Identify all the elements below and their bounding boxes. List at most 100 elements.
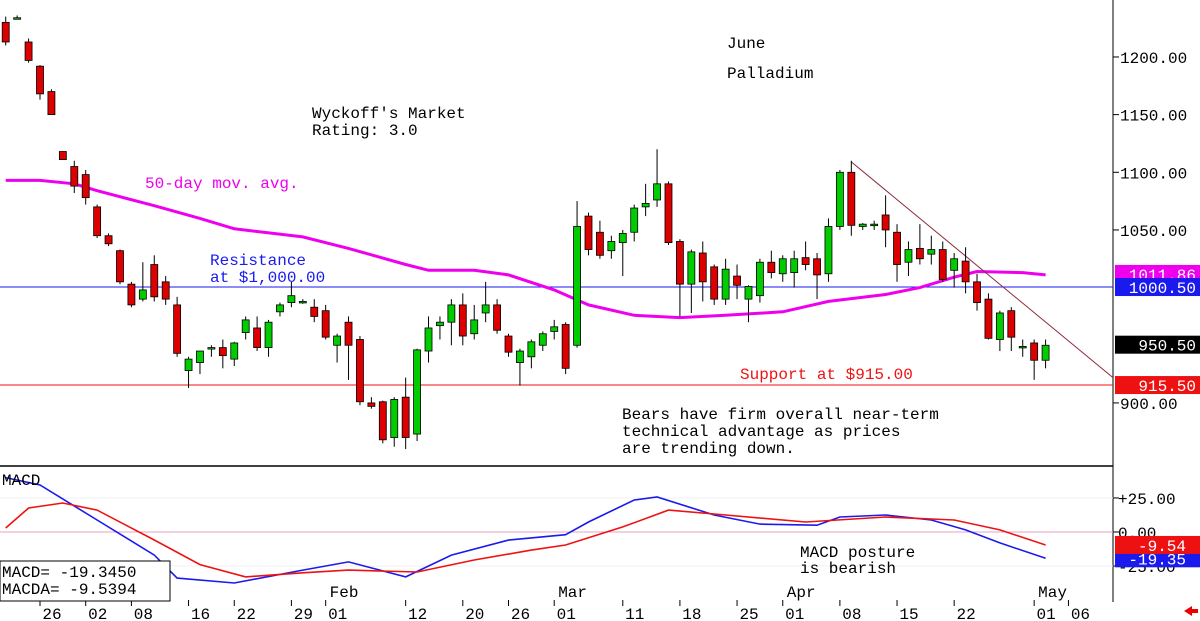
candle-body bbox=[104, 235, 113, 245]
candle-body bbox=[767, 261, 776, 274]
candle-body bbox=[961, 260, 970, 283]
candle-body bbox=[116, 250, 124, 283]
y-tick-label: 1050.00 bbox=[1120, 223, 1187, 241]
price-label-box bbox=[1115, 278, 1200, 297]
candle-body bbox=[184, 358, 193, 372]
candle-body bbox=[333, 335, 341, 346]
candle-body bbox=[1007, 310, 1016, 338]
x-tick-label: 06 bbox=[1071, 606, 1090, 621]
candle-body bbox=[881, 214, 890, 231]
candle-body bbox=[584, 215, 593, 250]
annotation: MACD posture bbox=[800, 544, 915, 562]
x-tick-label: 01 bbox=[328, 606, 347, 621]
annotation: is bearish bbox=[800, 560, 896, 578]
y-tick-label: 1200.00 bbox=[1120, 50, 1187, 68]
annotation: at $1,000.00 bbox=[210, 269, 325, 287]
candle-body bbox=[287, 295, 296, 303]
candle-body bbox=[161, 281, 170, 300]
y-tick-label: 900.00 bbox=[1120, 396, 1178, 414]
candle-body bbox=[516, 350, 524, 363]
candle-body bbox=[630, 207, 639, 233]
candle-body bbox=[995, 312, 1004, 340]
candle-body bbox=[436, 321, 444, 327]
candle-body bbox=[641, 203, 650, 208]
x-tick-label: 11 bbox=[625, 606, 644, 621]
month-label: Apr bbox=[787, 584, 816, 602]
candle-body bbox=[904, 249, 913, 263]
candle-body bbox=[1, 21, 10, 43]
candle-body bbox=[310, 306, 319, 317]
x-tick-label: 08 bbox=[842, 606, 861, 621]
candle-body bbox=[915, 247, 924, 260]
macd-line bbox=[5, 502, 1046, 578]
candle-body bbox=[298, 301, 307, 304]
candle-body bbox=[561, 324, 570, 369]
annotation: Resistance bbox=[210, 252, 306, 270]
price-label: 950.50 bbox=[1138, 338, 1196, 356]
candle-body bbox=[344, 321, 353, 346]
candle-body bbox=[710, 266, 719, 300]
candle-body bbox=[13, 17, 22, 20]
candle-body bbox=[618, 233, 627, 244]
x-tick-label: 25 bbox=[739, 606, 758, 621]
candle-body bbox=[938, 249, 947, 280]
candle-body bbox=[253, 327, 262, 348]
candle-body bbox=[527, 341, 536, 358]
candle-body bbox=[950, 258, 959, 271]
candle-body bbox=[276, 304, 284, 313]
x-tick-label: 22 bbox=[237, 606, 256, 621]
y-tick-label: +25.00 bbox=[1118, 491, 1176, 509]
candle-body bbox=[1030, 342, 1039, 361]
candle-body bbox=[687, 251, 696, 285]
x-tick-label: 20 bbox=[465, 606, 484, 621]
candle-body bbox=[733, 275, 741, 286]
candle-body bbox=[493, 304, 501, 331]
annotation: 50-day mov. avg. bbox=[145, 175, 299, 193]
candle-body bbox=[81, 174, 90, 199]
candle-body bbox=[173, 304, 182, 354]
value-label-box bbox=[1115, 535, 1200, 554]
candle-body bbox=[676, 241, 684, 285]
y-tick-label: 1100.00 bbox=[1120, 165, 1187, 183]
month-label: May bbox=[1038, 584, 1067, 602]
annotation: are trending down. bbox=[622, 440, 795, 458]
x-tick-label: 01 bbox=[557, 606, 576, 621]
x-tick-label: 12 bbox=[408, 606, 427, 621]
x-tick-label: 08 bbox=[134, 606, 153, 621]
candle-body bbox=[721, 268, 730, 300]
candle-body bbox=[93, 206, 102, 237]
candle-body bbox=[150, 264, 159, 298]
candle-body bbox=[756, 261, 764, 297]
candle-body bbox=[196, 350, 204, 363]
scroll-arrow[interactable] bbox=[1184, 606, 1198, 616]
candle-body bbox=[653, 183, 661, 201]
x-tick-label: 26 bbox=[511, 606, 530, 621]
candle-body bbox=[401, 396, 410, 438]
x-tick-label: 02 bbox=[88, 606, 107, 621]
candle-body bbox=[36, 65, 44, 95]
legend-box bbox=[0, 560, 171, 602]
panel-title: MACD bbox=[2, 472, 40, 490]
candle-body bbox=[447, 304, 456, 323]
y-tick-label: 1150.00 bbox=[1120, 108, 1187, 126]
candle-body bbox=[573, 226, 581, 346]
macd-line bbox=[5, 476, 1046, 584]
candle-body bbox=[367, 402, 376, 407]
candle-body bbox=[698, 252, 707, 283]
annotation: technical advantage as prices bbox=[622, 423, 900, 441]
price-label: 915.50 bbox=[1138, 378, 1196, 396]
candle-body bbox=[458, 304, 467, 337]
candle-body bbox=[607, 241, 616, 252]
x-tick-label: 29 bbox=[294, 606, 313, 621]
annotation: Wyckoff's Market bbox=[312, 105, 466, 123]
value-label: -9.54 bbox=[1138, 538, 1186, 556]
annotation: Support at $915.00 bbox=[740, 366, 913, 384]
candle-body bbox=[481, 304, 490, 314]
candle-body bbox=[230, 342, 239, 360]
legend-label: MACDA= -9.5394 bbox=[2, 581, 136, 599]
x-tick-label: 01 bbox=[1037, 606, 1056, 621]
candle-body bbox=[813, 258, 821, 276]
x-tick-label: 26 bbox=[42, 606, 61, 621]
